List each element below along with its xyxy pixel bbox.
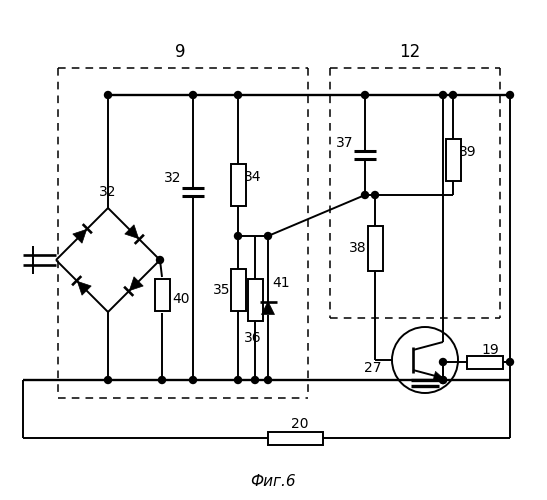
Text: 36: 36 [244, 331, 262, 345]
Bar [467, 356, 503, 368]
Circle shape [362, 92, 369, 98]
Circle shape [235, 92, 241, 98]
Text: 39: 39 [459, 145, 476, 159]
Bar [267, 432, 323, 444]
Polygon shape [125, 225, 138, 238]
Circle shape [439, 358, 446, 366]
Circle shape [265, 376, 271, 384]
Bar [230, 269, 246, 311]
Text: 35: 35 [212, 283, 230, 297]
Text: 12: 12 [399, 43, 421, 61]
Circle shape [156, 256, 164, 264]
Polygon shape [78, 282, 91, 295]
Text: 40: 40 [172, 292, 189, 306]
Circle shape [371, 192, 379, 198]
Text: 37: 37 [335, 136, 353, 150]
Circle shape [189, 376, 196, 384]
Text: Фиг.6: Фиг.6 [250, 474, 296, 490]
Circle shape [252, 376, 259, 384]
Text: 19: 19 [481, 343, 499, 357]
Text: 41: 41 [272, 276, 289, 290]
Text: 32: 32 [99, 185, 117, 199]
Circle shape [159, 376, 166, 384]
Polygon shape [433, 372, 443, 380]
Circle shape [507, 92, 514, 98]
Bar [230, 164, 246, 206]
Text: 9: 9 [174, 43, 185, 61]
Circle shape [189, 92, 196, 98]
Circle shape [439, 376, 446, 384]
Bar [445, 139, 461, 181]
Text: 38: 38 [350, 241, 367, 255]
Circle shape [235, 376, 241, 384]
Polygon shape [73, 230, 86, 243]
Circle shape [235, 232, 241, 239]
Polygon shape [261, 302, 275, 314]
Bar [154, 279, 170, 311]
Circle shape [362, 192, 369, 198]
Text: 34: 34 [244, 170, 261, 184]
Circle shape [439, 92, 446, 98]
Text: 27: 27 [364, 361, 382, 375]
Polygon shape [130, 277, 143, 290]
Circle shape [507, 358, 514, 366]
Circle shape [265, 232, 271, 239]
Text: 32: 32 [164, 171, 181, 185]
Circle shape [439, 376, 446, 384]
Bar [247, 279, 263, 321]
Text: 20: 20 [291, 417, 309, 431]
Circle shape [450, 92, 457, 98]
Circle shape [104, 376, 112, 384]
Bar [368, 226, 382, 270]
Circle shape [104, 92, 112, 98]
